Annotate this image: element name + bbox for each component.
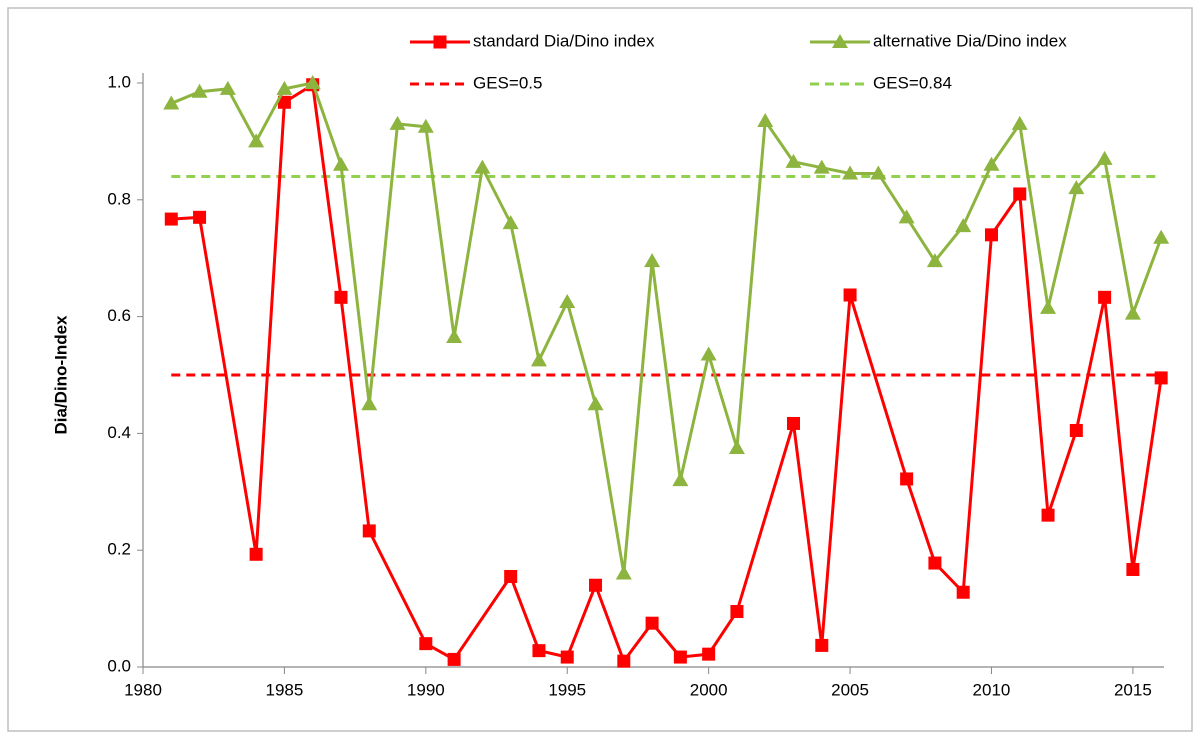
marker <box>1098 290 1112 304</box>
marker <box>164 212 178 226</box>
marker <box>276 80 293 95</box>
marker <box>559 294 576 308</box>
marker <box>248 133 265 148</box>
marker <box>1154 371 1168 385</box>
legend-label: standard Dia/Dino index <box>473 31 655 50</box>
marker <box>1153 229 1170 244</box>
marker <box>589 578 603 592</box>
marker <box>672 472 689 487</box>
marker <box>900 472 914 486</box>
marker <box>249 547 263 561</box>
marker <box>1096 150 1113 165</box>
marker <box>700 346 717 361</box>
marker <box>1013 187 1027 201</box>
marker <box>332 156 349 171</box>
y-tick-label: 0.8 <box>107 189 131 208</box>
marker <box>928 556 942 570</box>
marker <box>615 565 632 580</box>
marker <box>926 253 943 268</box>
marker <box>984 228 998 242</box>
y-tick-label: 0.0 <box>107 656 131 675</box>
marker <box>587 396 604 411</box>
marker <box>870 165 887 180</box>
marker <box>560 650 574 664</box>
marker <box>389 115 406 130</box>
x-tick-label: 2015 <box>1114 680 1152 699</box>
marker <box>617 654 631 668</box>
marker <box>474 159 491 174</box>
marker <box>219 80 236 95</box>
y-tick-label: 0.6 <box>107 306 131 325</box>
y-tick-label: 1.0 <box>107 72 131 91</box>
marker <box>504 569 518 583</box>
x-tick-label: 2010 <box>973 680 1011 699</box>
marker <box>813 159 830 174</box>
marker <box>728 440 745 454</box>
legend-marker <box>433 35 447 49</box>
legend-label: GES=0.5 <box>473 73 542 92</box>
marker <box>730 605 744 619</box>
marker <box>163 95 180 110</box>
marker <box>956 585 970 599</box>
x-tick-label: 1995 <box>548 680 586 699</box>
marker <box>447 652 461 666</box>
marker <box>843 288 857 302</box>
marker <box>334 290 348 304</box>
marker <box>815 638 829 652</box>
marker <box>702 647 716 661</box>
marker <box>530 352 547 367</box>
marker <box>898 209 915 224</box>
legend-label: GES=0.84 <box>873 73 952 92</box>
marker <box>757 112 774 127</box>
marker <box>785 153 802 168</box>
chart-frame <box>7 7 1193 732</box>
marker <box>1069 423 1083 437</box>
series-line <box>170 81 1163 574</box>
marker <box>955 218 972 233</box>
marker <box>191 83 208 98</box>
marker <box>446 329 463 344</box>
marker <box>193 210 207 224</box>
marker <box>1040 299 1057 314</box>
marker <box>362 524 376 538</box>
marker <box>502 215 519 230</box>
x-tick-label: 2000 <box>690 680 728 699</box>
marker <box>842 165 859 180</box>
marker <box>983 156 1000 171</box>
marker <box>644 253 661 268</box>
y-tick-label: 0.4 <box>107 423 131 442</box>
marker <box>361 396 378 411</box>
marker <box>645 616 659 630</box>
marker <box>304 75 321 89</box>
marker <box>1041 508 1055 522</box>
legend-marker <box>832 34 848 48</box>
y-axis-label: Dia/Dino-Index <box>51 315 70 435</box>
x-tick-label: 1980 <box>124 680 162 699</box>
marker <box>1126 562 1140 576</box>
x-tick-label: 2005 <box>831 680 869 699</box>
marker <box>1124 305 1141 320</box>
x-tick-label: 1985 <box>265 680 303 699</box>
marker <box>277 95 291 109</box>
y-tick-label: 0.2 <box>107 540 131 559</box>
marker <box>417 118 434 133</box>
marker <box>532 644 546 658</box>
legend-label: alternative Dia/Dino index <box>873 31 1067 50</box>
marker <box>786 416 800 430</box>
marker <box>419 637 433 651</box>
marker <box>1068 180 1085 195</box>
marker <box>673 650 687 664</box>
x-tick-label: 1990 <box>407 680 445 699</box>
marker <box>1011 115 1028 130</box>
